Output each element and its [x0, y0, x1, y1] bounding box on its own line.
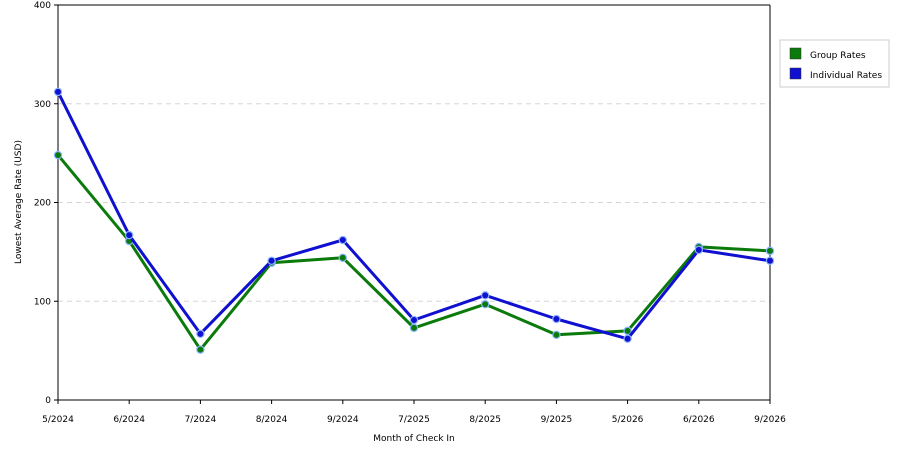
x-tick-label: 6/2026 — [683, 415, 715, 425]
data-point-group-rates — [552, 330, 561, 340]
y-tick-label: 100 — [34, 297, 51, 307]
data-point-individual-rates — [623, 334, 632, 343]
legend: Group Rates Individual Rates — [779, 39, 890, 88]
y-tick-labels: 0 100 200 300 400 — [34, 1, 58, 406]
data-point-individual-rates — [124, 230, 134, 240]
data-point-group-rates — [481, 300, 490, 309]
legend-swatch-individual-rates — [789, 67, 802, 80]
data-point-individual-rates — [694, 245, 704, 255]
legend-swatch-group-rates — [789, 47, 802, 60]
x-axis-title: Month of Check In — [373, 434, 455, 444]
data-point-group-rates — [765, 246, 775, 256]
x-tick-label: 5/2026 — [612, 415, 644, 425]
x-tick-label: 9/2024 — [327, 415, 359, 425]
x-tick-label: 9/2026 — [754, 415, 786, 425]
data-point-individual-rates — [481, 291, 490, 300]
series-line-individual-rates — [56, 91, 771, 341]
series-group-rates — [53, 150, 775, 354]
legend-label-individual-rates: Individual Rates — [810, 71, 882, 81]
x-tick-labels: 5/2024 6/2024 7/2024 8/2024 9/2024 7/2025 8/20… — [42, 400, 786, 425]
data-point-individual-rates — [552, 314, 561, 324]
x-tick-label: 9/2025 — [541, 415, 573, 425]
y-tick-label: 0 — [45, 396, 51, 406]
series — [53, 87, 775, 354]
data-point-group-rates — [338, 253, 347, 262]
x-tick-label: 8/2024 — [256, 415, 288, 425]
x-tick-label: 8/2025 — [469, 415, 501, 425]
x-tick-label: 5/2024 — [42, 415, 74, 425]
data-point-individual-rates — [267, 256, 276, 265]
series-individual-rates — [53, 87, 775, 343]
data-point-individual-rates — [196, 329, 205, 339]
y-axis-title: Lowest Average Rate (USD) — [14, 140, 24, 264]
y-tick-label: 400 — [34, 1, 51, 11]
data-point-group-rates — [623, 326, 632, 336]
data-point-group-rates — [53, 150, 63, 160]
x-tick-label: 7/2024 — [185, 415, 217, 425]
legend-label-group-rates: Group Rates — [810, 51, 866, 61]
data-point-individual-rates — [53, 87, 63, 97]
data-point-individual-rates — [338, 235, 347, 245]
grid-lines — [58, 103, 770, 302]
y-tick-label: 300 — [34, 100, 51, 110]
x-tick-label: 7/2025 — [398, 415, 430, 425]
data-point-group-rates — [409, 323, 419, 333]
data-point-group-rates — [196, 345, 205, 354]
data-point-individual-rates — [765, 256, 775, 265]
data-point-individual-rates — [409, 315, 419, 325]
y-tick-label: 200 — [34, 199, 51, 209]
x-tick-label: 6/2024 — [113, 415, 145, 425]
